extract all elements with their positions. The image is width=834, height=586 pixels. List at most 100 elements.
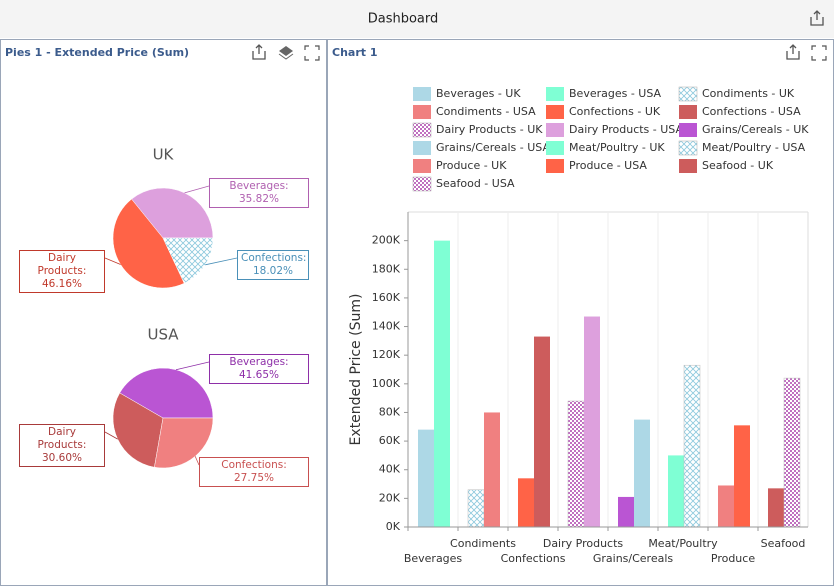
legend-swatch	[546, 141, 564, 155]
legend-label: Confections - USA	[702, 105, 801, 118]
pie-slice	[162, 237, 214, 284]
y-tick-label: 60K	[379, 434, 401, 447]
x-tick-label: Condiments	[450, 537, 516, 550]
bar	[783, 377, 801, 528]
legend-label: Grains/Cereals - USA	[436, 141, 550, 154]
bar	[618, 496, 634, 527]
y-tick-label: 140K	[372, 320, 401, 333]
legend-label: Beverages - UK	[436, 87, 521, 100]
legend-label: Meat/Poultry - UK	[569, 141, 665, 154]
bar	[668, 455, 684, 527]
pie-label: Dairy Products: 30.60%	[19, 424, 105, 467]
bar	[567, 400, 585, 528]
pie-label: Dairy Products: 46.16%	[19, 250, 105, 293]
maximize-icon[interactable]	[304, 45, 320, 61]
legend-swatch	[679, 123, 697, 137]
y-axis-title: Extended Price (Sum)	[348, 294, 364, 446]
y-tick-label: 100K	[372, 377, 401, 390]
x-tick-label: Dairy Products	[543, 537, 624, 550]
legend-swatch	[678, 140, 698, 156]
bar	[584, 316, 600, 527]
header-bar	[0, 0, 834, 38]
legend-label: Meat/Poultry - USA	[702, 141, 806, 154]
x-tick-label: Seafood	[761, 537, 806, 550]
legend-swatch	[412, 176, 432, 192]
y-tick-label: 40K	[379, 463, 401, 476]
pie-slice	[112, 198, 185, 289]
y-tick-label: 120K	[372, 348, 401, 361]
leader-line	[205, 257, 238, 266]
bar	[434, 240, 450, 528]
legend-label: Seafood - USA	[436, 177, 515, 190]
pie-title: USA	[147, 326, 179, 344]
bar	[534, 336, 550, 527]
y-tick-label: 180K	[372, 262, 401, 275]
left-panel	[0, 39, 327, 586]
bar	[734, 425, 750, 527]
legend-label: Produce - USA	[569, 159, 647, 172]
legend-swatch	[413, 87, 431, 101]
legend-label: Grains/Cereals - UK	[702, 123, 809, 136]
bar	[718, 485, 734, 527]
leader-line	[175, 361, 210, 371]
pie-label: Confections: 27.75%	[199, 457, 309, 487]
bar	[518, 478, 534, 527]
dashboard-title: Dashboard	[368, 12, 439, 27]
pie-slice	[112, 392, 164, 468]
legend-label: Confections - UK	[569, 105, 661, 118]
y-tick-label: 20K	[379, 491, 401, 504]
leader-line	[104, 257, 121, 265]
leader-line	[194, 456, 200, 466]
legend-label: Beverages - USA	[569, 87, 662, 100]
legend-label: Dairy Products - UK	[436, 123, 543, 136]
maximize-icon[interactable]	[811, 45, 827, 61]
x-tick-label: Grains/Cereals	[593, 552, 674, 565]
legend-swatch	[546, 87, 564, 101]
export-icon[interactable]	[810, 10, 824, 26]
panel-title: Chart 1	[332, 46, 378, 59]
export-icon[interactable]	[252, 44, 266, 60]
leader-line	[104, 431, 118, 440]
leader-line	[184, 185, 210, 194]
layers-icon[interactable]	[278, 46, 294, 60]
legend-swatch	[413, 159, 431, 173]
panel-title: Pies 1 - Extended Price (Sum)	[5, 46, 189, 59]
pie-label: Beverages: 35.82%	[209, 178, 309, 208]
legend-label: Condiments - USA	[436, 105, 536, 118]
legend-swatch	[679, 105, 697, 119]
bar	[683, 364, 701, 528]
legend-swatch	[546, 105, 564, 119]
legend-swatch	[546, 123, 564, 137]
x-tick-label: Produce	[711, 552, 755, 565]
y-tick-label: 80K	[379, 405, 401, 418]
pie-title: UK	[153, 146, 175, 164]
bar	[418, 429, 434, 527]
legend-swatch	[412, 122, 432, 138]
legend-swatch	[546, 159, 564, 173]
y-tick-label: 0K	[386, 520, 401, 533]
legend-swatch	[413, 141, 431, 155]
legend-label: Seafood - UK	[702, 159, 774, 172]
export-icon[interactable]	[786, 44, 800, 60]
legend-label: Dairy Products - USA	[569, 123, 683, 136]
bar	[768, 488, 784, 527]
legend-swatch	[413, 105, 431, 119]
y-tick-label: 160K	[372, 291, 401, 304]
pie-label: Beverages: 41.65%	[209, 354, 309, 384]
legend-swatch	[678, 86, 698, 102]
x-tick-label: Confections	[501, 552, 566, 565]
legend-label: Produce - UK	[436, 159, 507, 172]
pie-label: Confections: 18.02%	[237, 250, 309, 280]
pie-slice	[154, 417, 214, 469]
legend-swatch	[679, 159, 697, 173]
bar	[467, 489, 485, 528]
bar	[634, 419, 650, 527]
x-tick-label: Beverages	[404, 552, 463, 565]
x-tick-label: Meat/Poultry	[648, 537, 718, 550]
legend-label: Condiments - UK	[702, 87, 795, 100]
pie-slice	[119, 367, 214, 419]
y-tick-label: 200K	[372, 234, 401, 247]
bar	[484, 412, 500, 527]
